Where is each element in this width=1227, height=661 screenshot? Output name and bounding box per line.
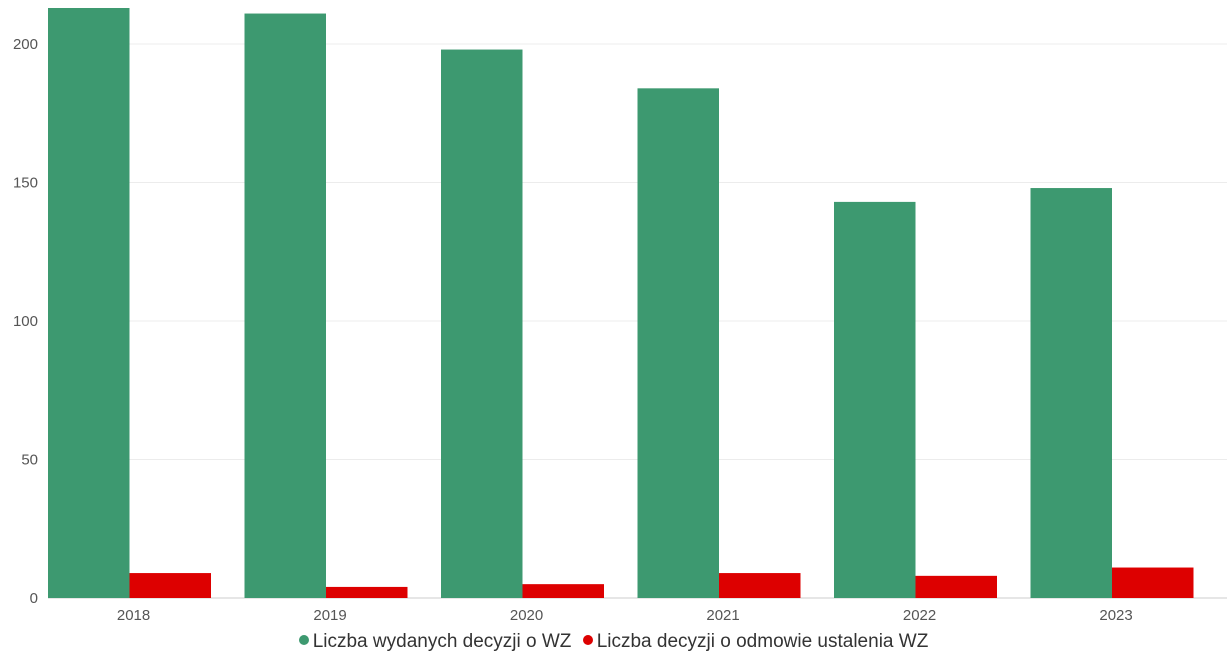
y-tick-label: 50	[21, 452, 38, 469]
bar-odmowa-2020[interactable]	[522, 584, 605, 598]
legend-dot-odmowa	[582, 635, 593, 645]
bar-odmowa-2018[interactable]	[129, 573, 212, 598]
bar-wydane-2023[interactable]	[1030, 188, 1113, 599]
bar-odmowa-2021[interactable]	[719, 573, 801, 598]
y-tick-label: 200	[13, 36, 38, 53]
y-tick-label: 100	[13, 313, 38, 330]
bar-odmowa-2023[interactable]	[1112, 567, 1194, 598]
legend: Liczba wydanych decyzji o WZ Liczba decy…	[0, 631, 1227, 653]
bar-wydane-2022[interactable]	[834, 201, 916, 598]
x-axis: 2018 2019 2020 2021 2022 2023	[117, 607, 1133, 624]
legend-label-odmowa: Liczba decyzji o odmowie ustalenia WZ	[596, 631, 929, 652]
legend-item-wydane[interactable]: Liczba wydanych decyzji o WZ	[298, 631, 572, 653]
y-tick-label: 150	[13, 175, 38, 192]
bar-odmowa-2019[interactable]	[326, 586, 408, 598]
bars	[48, 8, 1194, 599]
bar-wydane-2020[interactable]	[441, 49, 523, 598]
legend-label-wydane: Liczba wydanych decyzji o WZ	[312, 631, 572, 652]
x-tick-label: 2019	[313, 607, 346, 624]
x-tick-label: 2022	[903, 607, 936, 624]
bar-wydane-2021[interactable]	[637, 88, 720, 598]
x-tick-label: 2023	[1099, 607, 1132, 624]
bar-wydane-2019[interactable]	[244, 13, 327, 598]
y-tick-label: 0	[30, 590, 38, 607]
bar-odmowa-2022[interactable]	[915, 575, 998, 598]
x-tick-label: 2021	[706, 607, 739, 624]
bar-wydane-2018[interactable]	[48, 8, 130, 598]
legend-dot-wydane	[298, 635, 309, 645]
y-axis: 0 50 100 150 200	[13, 36, 38, 607]
x-tick-label: 2020	[510, 607, 543, 624]
x-tick-label: 2018	[117, 607, 150, 624]
legend-item-odmowa[interactable]: Liczba decyzji o odmowie ustalenia WZ	[582, 631, 929, 653]
